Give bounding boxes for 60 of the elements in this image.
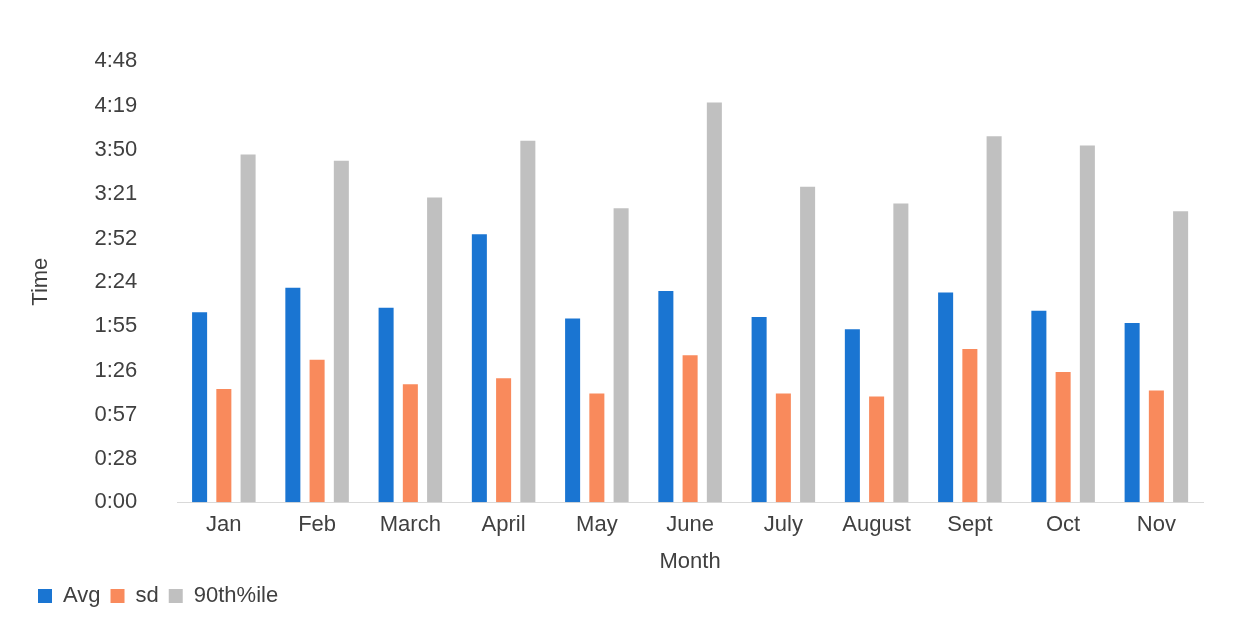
x-tick-label: May [576, 511, 618, 537]
y-axis-title: Time [27, 257, 53, 306]
bar [402, 384, 418, 503]
x-tick-label: Feb [298, 511, 337, 537]
bar [427, 197, 443, 503]
bar [682, 355, 698, 503]
bar [333, 160, 349, 503]
bar [285, 287, 301, 503]
x-tick-label: March [379, 511, 441, 537]
bar [1148, 390, 1164, 503]
x-tick-label: Sept [947, 511, 993, 537]
bar [775, 393, 791, 503]
bar [1124, 323, 1140, 503]
bar [520, 140, 536, 503]
bar [1173, 211, 1189, 503]
bar [893, 203, 909, 503]
x-tick-label: July [763, 511, 803, 537]
x-tick-label: Oct [1046, 511, 1081, 537]
x-tick-label: April [481, 511, 526, 537]
y-tick-label: 0:28 [94, 445, 138, 471]
bar [986, 136, 1002, 503]
y-tick-label: 3:21 [94, 180, 138, 206]
x-tick-label: Jan [206, 511, 242, 537]
x-axis-title: Month [659, 547, 721, 573]
bar [869, 396, 885, 503]
bar [1031, 310, 1047, 503]
legend-label: Avg [63, 582, 101, 608]
x-tick-label: August [842, 511, 911, 537]
bar [1079, 145, 1095, 503]
y-tick-label: 2:52 [94, 224, 138, 250]
bar [496, 378, 512, 503]
bar [938, 292, 954, 503]
bar [751, 316, 767, 503]
y-tick-label: 0:00 [94, 488, 138, 514]
x-tick-label: Nov [1136, 511, 1176, 537]
bar [309, 359, 325, 503]
bar [962, 349, 978, 503]
bar [800, 186, 816, 503]
bar [706, 102, 722, 503]
bar [565, 318, 581, 503]
bar [658, 290, 674, 503]
y-tick-label: 1:26 [94, 356, 138, 382]
bar [613, 208, 629, 503]
y-tick-label: 3:50 [94, 136, 138, 162]
bar [216, 388, 232, 503]
bar [240, 154, 256, 503]
legend-label: 90th%ile [193, 582, 279, 608]
bar [589, 393, 605, 503]
bar [378, 307, 394, 503]
y-tick-label: 0:57 [94, 400, 138, 426]
y-tick-label: 4:19 [94, 91, 138, 117]
bar [471, 234, 487, 503]
y-tick-label: 1:55 [94, 312, 138, 338]
bar [844, 329, 860, 503]
x-tick-label: June [666, 511, 714, 537]
legend-label: sd [135, 582, 159, 608]
bar [1055, 372, 1071, 503]
y-tick-label: 2:24 [94, 267, 138, 293]
y-tick-label: 4:48 [94, 47, 138, 73]
bar [192, 312, 208, 503]
